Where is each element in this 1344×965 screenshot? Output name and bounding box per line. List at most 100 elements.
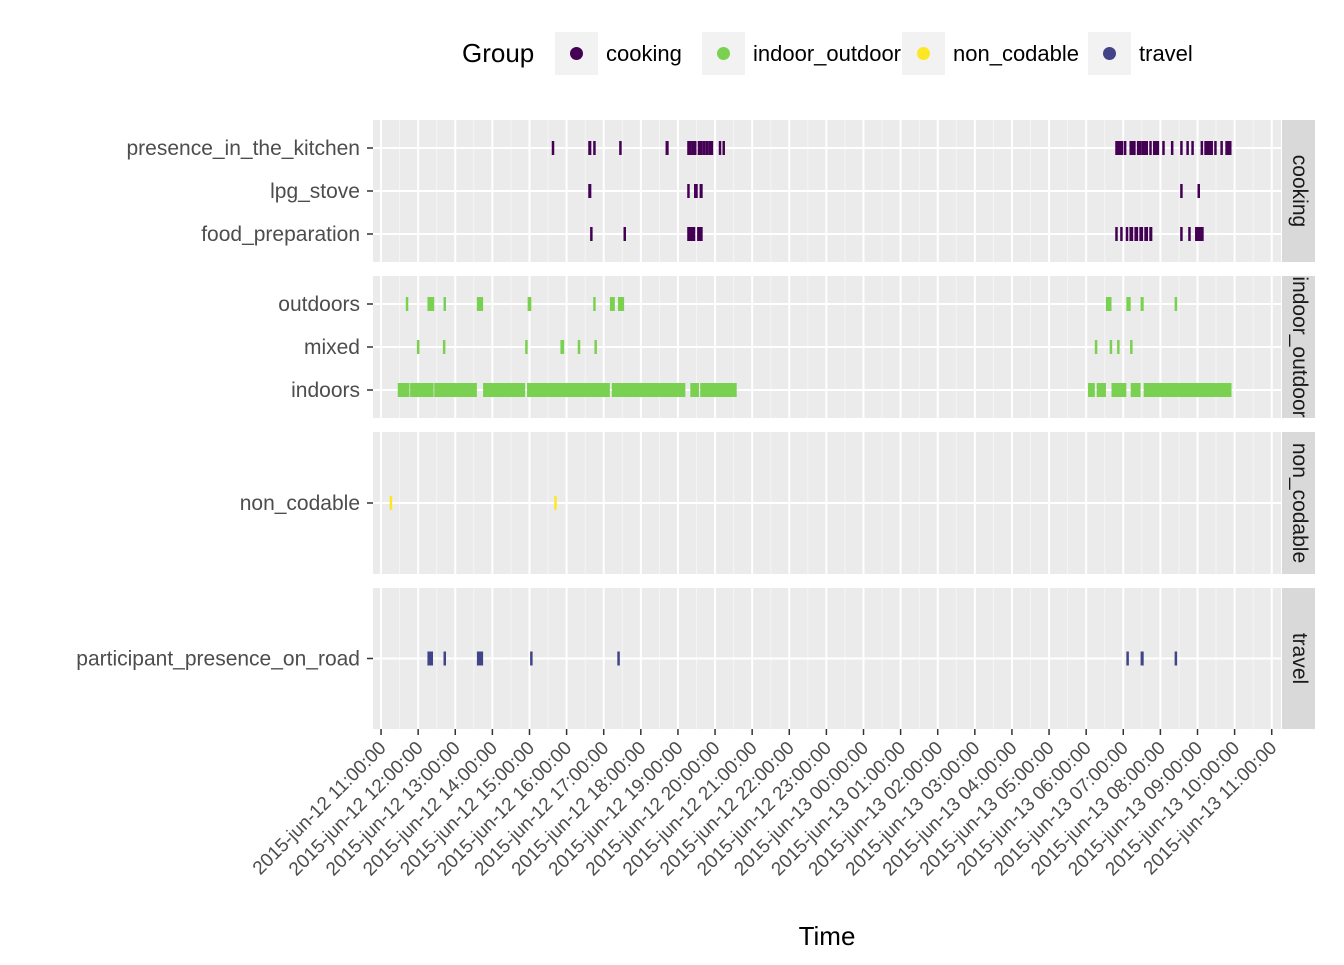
interval-bar xyxy=(405,297,409,311)
interval-bar xyxy=(708,141,714,155)
facet-strip-label: indoor_outdoor xyxy=(1288,276,1311,417)
interval-bar xyxy=(1088,383,1095,397)
legend-key xyxy=(1088,32,1131,75)
interval-bar xyxy=(1117,340,1120,354)
interval-bar xyxy=(525,340,528,354)
interval-bar xyxy=(593,297,596,311)
facet-strip-label: travel xyxy=(1288,633,1311,684)
interval-bar xyxy=(1120,227,1123,241)
legend-label: cooking xyxy=(606,41,682,66)
interval-bar xyxy=(691,141,697,155)
interval-bar xyxy=(1130,340,1133,354)
panel-indoor_outdoor: outdoors mixed indoors indoor_outdoor xyxy=(278,276,1315,418)
interval-bar xyxy=(1204,141,1213,155)
interval-bar xyxy=(577,340,581,354)
interval-bar xyxy=(1195,227,1204,241)
y-tick-label: participant_presence_on_road xyxy=(76,648,360,671)
interval-bar xyxy=(427,297,435,311)
interval-bar xyxy=(443,297,447,311)
interval-bar xyxy=(1149,141,1152,155)
facet-strip-label: cooking xyxy=(1288,155,1311,227)
interval-bar xyxy=(1186,141,1189,155)
interval-bar xyxy=(665,141,669,155)
interval-bar xyxy=(593,141,596,155)
interval-bar xyxy=(476,651,484,666)
interval-bar xyxy=(416,340,420,354)
interval-bar xyxy=(551,141,555,155)
interval-bar xyxy=(1134,227,1139,241)
panel-travel: participant_presence_on_road travel xyxy=(76,588,1315,729)
interval-bar xyxy=(1130,383,1141,397)
interval-bar xyxy=(1141,141,1149,155)
interval-bar xyxy=(699,184,703,198)
interval-bar xyxy=(617,651,620,666)
interval-bar xyxy=(1096,383,1106,397)
y-tick-label: non_codable xyxy=(240,492,360,515)
y-tick-label: mixed xyxy=(304,336,360,359)
interval-bar xyxy=(1162,141,1165,155)
interval-bar xyxy=(1136,141,1142,155)
interval-bar xyxy=(1129,141,1136,155)
facet-strip xyxy=(1282,432,1315,574)
interval-bar xyxy=(1123,141,1127,155)
panel-non_codable: non_codable non_codable xyxy=(240,432,1315,574)
legend-swatch xyxy=(1103,47,1116,60)
interval-bar xyxy=(1129,227,1134,241)
interval-bar xyxy=(590,227,593,241)
interval-bar xyxy=(1125,227,1129,241)
interval-bar xyxy=(560,340,565,354)
interval-bar xyxy=(442,340,446,354)
interval-bar xyxy=(1109,340,1113,354)
facet-strip xyxy=(1282,120,1315,262)
interval-bar xyxy=(1197,184,1200,198)
legend-key xyxy=(902,32,945,75)
interval-bar xyxy=(1152,141,1160,155)
interval-bar xyxy=(1126,651,1129,666)
interval-bar xyxy=(687,184,690,198)
x-axis-title: Time xyxy=(799,921,856,951)
interval-bar xyxy=(1220,141,1223,155)
interval-bar xyxy=(1174,297,1178,311)
interval-bar xyxy=(1144,227,1149,241)
legend-label: travel xyxy=(1139,41,1193,66)
legend-label: non_codable xyxy=(953,41,1080,66)
interval-bar xyxy=(687,227,696,241)
interval-bar xyxy=(1140,651,1144,666)
interval-bar xyxy=(702,141,706,155)
interval-bar xyxy=(697,141,703,155)
y-tick-label: indoors xyxy=(291,379,360,402)
interval-bar xyxy=(619,141,622,155)
legend-key xyxy=(555,32,598,75)
interval-bar xyxy=(1143,383,1232,397)
interval-bar xyxy=(554,496,557,510)
legend-key xyxy=(702,32,745,75)
interval-bar xyxy=(694,184,698,198)
interval-bar xyxy=(527,297,532,311)
interval-bar xyxy=(705,141,709,155)
interval-bar xyxy=(397,383,410,397)
interval-bar xyxy=(1126,297,1131,311)
interval-bar xyxy=(690,383,699,397)
interval-bar xyxy=(617,297,625,311)
interval-bar xyxy=(1180,184,1183,198)
interval-bar xyxy=(443,651,447,666)
interval-bar xyxy=(434,383,477,397)
interval-bar xyxy=(483,383,526,397)
legend-label: indoor_outdoor xyxy=(753,41,902,66)
interval-bar xyxy=(718,141,722,155)
legend-title: Group xyxy=(462,38,535,68)
interval-bar xyxy=(1115,227,1118,241)
interval-bar xyxy=(1191,141,1194,155)
interval-bar xyxy=(1170,141,1174,155)
interval-bar xyxy=(623,227,627,241)
panel-cooking: presence_in_the_kitchen lpg_stove food_pre… xyxy=(126,120,1315,262)
interval-bar xyxy=(1174,651,1178,666)
interval-bar xyxy=(594,340,597,354)
interval-bar xyxy=(722,141,725,155)
interval-bar xyxy=(588,141,592,155)
interval-bar xyxy=(697,227,703,241)
interval-bar xyxy=(700,383,737,397)
interval-bar xyxy=(389,496,393,510)
